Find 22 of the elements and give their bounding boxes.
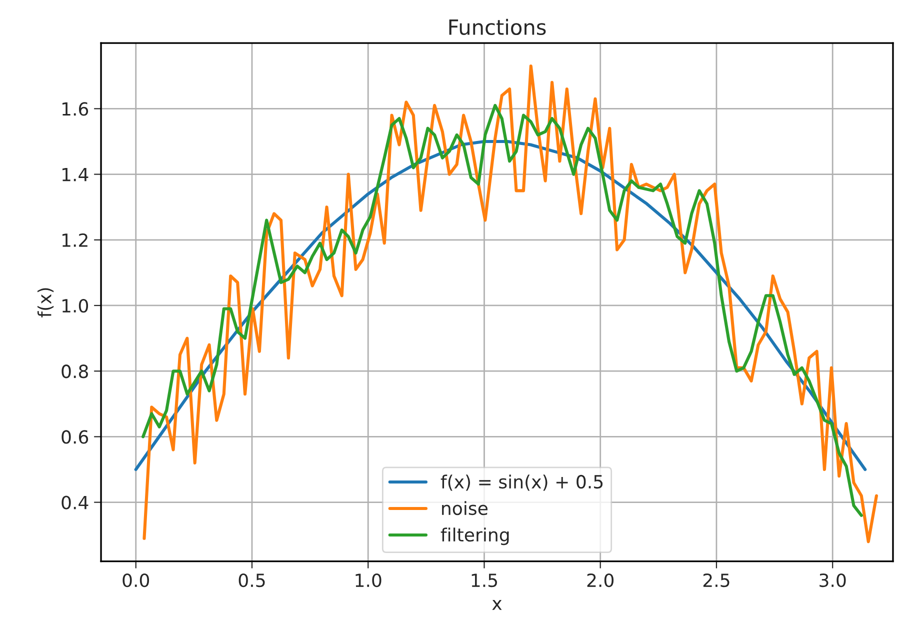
x-axis-title: x [492, 600, 502, 610]
line-series [142, 64, 878, 544]
y-tick-label: 1.2 [62, 233, 88, 247]
x-tick-label: 0.5 [238, 573, 265, 588]
legend-label: filtering [440, 528, 509, 546]
x-tick-label: 2.0 [587, 573, 614, 588]
x-tick-label: 1.5 [472, 574, 498, 588]
y-tick-label: 1.6 [62, 102, 88, 116]
legend-label: f(x) = sin(x) + 0.5 [440, 474, 603, 491]
y-tick-label: 1.0 [62, 298, 88, 313]
legend-label: noise [442, 501, 488, 516]
chart-title: Functions [449, 18, 546, 36]
y-axis-title: f(x) [37, 288, 54, 318]
y-tick-label: 0.8 [62, 364, 88, 378]
x-tick-label: 2.5 [703, 573, 730, 588]
y-tick-label: 0.4 [62, 496, 88, 510]
line-series [142, 104, 863, 517]
y-tick-label: 0.6 [62, 430, 88, 444]
x-tick-label: 0.0 [122, 573, 150, 588]
x-tick-label: 3.0 [820, 573, 846, 588]
x-tick-label: 1.0 [356, 573, 382, 588]
y-tick-label: 1.4 [62, 168, 88, 182]
